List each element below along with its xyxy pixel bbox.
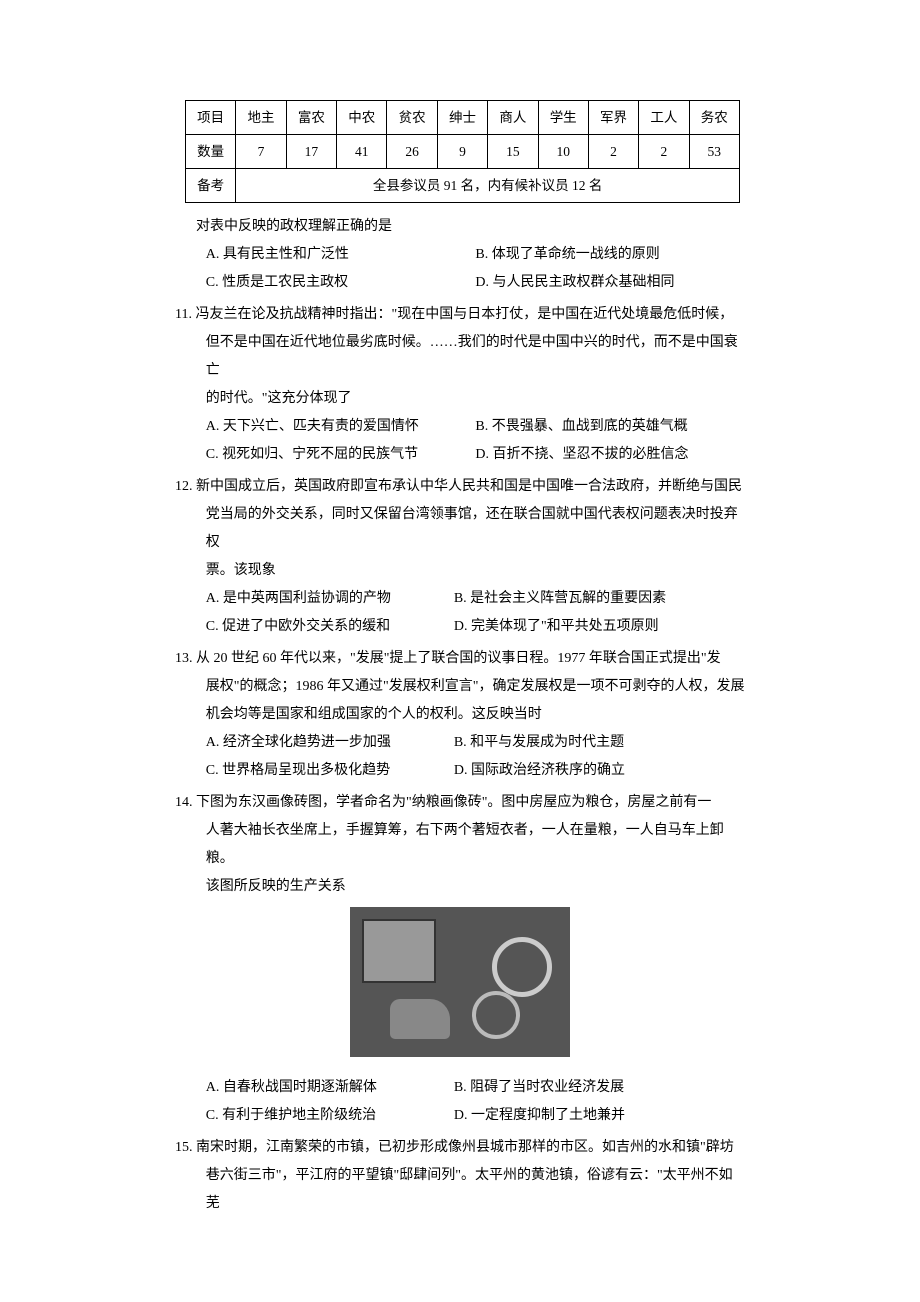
table-cell: 备考 <box>186 169 236 203</box>
table-cell: 项目 <box>186 101 236 135</box>
table-cell: 15 <box>488 135 538 169</box>
question-text: 该图所反映的生产关系 <box>175 873 745 901</box>
option-d: D. 完美体现了"和平共处五项原则 <box>454 613 745 641</box>
options-row: A. 自春秋战国时期逐渐解体 B. 阻碍了当时农业经济发展 <box>175 1074 745 1102</box>
options-row: A. 具有民主性和广泛性 B. 体现了革命统一战线的原则 <box>175 241 745 269</box>
option-a: A. 天下兴亡、匹夫有责的爱国情怀 <box>206 413 476 441</box>
table-cell: 9 <box>437 135 487 169</box>
option-c: C. 促进了中欧外交关系的缓和 <box>206 613 454 641</box>
question-text: 但不是中国在近代地位最劣底时候。……我们的时代是中国中兴的时代，而不是中国衰亡 <box>175 329 745 385</box>
table-cell: 全县参议员 91 名，内有候补议员 12 名 <box>236 169 740 203</box>
table-cell: 中农 <box>337 101 387 135</box>
table-cell: 10 <box>538 135 588 169</box>
question-text: 票。该现象 <box>175 557 745 585</box>
options-row: A. 是中英两国利益协调的产物 B. 是社会主义阵营瓦解的重要因素 <box>175 585 745 613</box>
option-b: B. 体现了革命统一战线的原则 <box>475 241 745 269</box>
question-text: 13. 从 20 世纪 60 年代以来，"发展"提上了联合国的议事日程。1977… <box>175 645 745 673</box>
options-row: C. 促进了中欧外交关系的缓和 D. 完美体现了"和平共处五项原则 <box>175 613 745 641</box>
question-text: 党当局的外交关系，同时又保留台湾领事馆，还在联合国就中国代表权问题表决时投弃权 <box>175 501 745 557</box>
table-cell: 7 <box>236 135 286 169</box>
table-cell: 商人 <box>488 101 538 135</box>
brick-image <box>350 907 570 1057</box>
table-cell: 41 <box>337 135 387 169</box>
data-table: 项目 地主 富农 中农 贫农 绅士 商人 学生 军界 工人 务农 数量 7 17… <box>185 100 740 203</box>
table-cell: 务农 <box>689 101 739 135</box>
table-cell: 学生 <box>538 101 588 135</box>
option-c: C. 有利于维护地主阶级统治 <box>206 1102 454 1130</box>
question-text: 15. 南宋时期，江南繁荣的市镇，已初步形成像州县城市那样的市区。如吉州的水和镇… <box>175 1134 745 1162</box>
option-c: C. 性质是工农民主政权 <box>206 269 476 297</box>
option-b: B. 是社会主义阵营瓦解的重要因素 <box>454 585 745 613</box>
table-cell: 17 <box>286 135 336 169</box>
option-d: D. 百折不挠、坚忍不拔的必胜信念 <box>475 441 745 469</box>
question-text: 展权"的概念；1986 年又通过"发展权利宣言"，确定发展权是一项不可剥夺的人权… <box>175 673 745 701</box>
options-row: A. 经济全球化趋势进一步加强 B. 和平与发展成为时代主题 <box>175 729 745 757</box>
question-text: 11. 冯友兰在论及抗战精神时指出："现在中国与日本打仗，是中国在近代处境最危低… <box>175 301 745 329</box>
option-a: A. 自春秋战国时期逐渐解体 <box>206 1074 454 1102</box>
option-b: B. 和平与发展成为时代主题 <box>454 729 745 757</box>
table-cell: 军界 <box>588 101 638 135</box>
question-text: 12. 新中国成立后，英国政府即宣布承认中华人民共和国是中国唯一合法政府，并断绝… <box>175 473 745 501</box>
options-row: C. 视死如归、宁死不屈的民族气节 D. 百折不挠、坚忍不拔的必胜信念 <box>175 441 745 469</box>
options-row: C. 性质是工农民主政权 D. 与人民民主政权群众基础相同 <box>175 269 745 297</box>
table-cell: 绅士 <box>437 101 487 135</box>
option-a: A. 具有民主性和广泛性 <box>206 241 476 269</box>
option-a: A. 经济全球化趋势进一步加强 <box>206 729 454 757</box>
table-cell: 26 <box>387 135 437 169</box>
table-cell: 数量 <box>186 135 236 169</box>
table-cell: 2 <box>588 135 638 169</box>
option-b: B. 阻碍了当时农业经济发展 <box>454 1074 745 1102</box>
table-cell: 贫农 <box>387 101 437 135</box>
question-stem: 对表中反映的政权理解正确的是 <box>175 213 745 241</box>
options-row: C. 世界格局呈现出多极化趋势 D. 国际政治经济秩序的确立 <box>175 757 745 785</box>
options-row: C. 有利于维护地主阶级统治 D. 一定程度抑制了土地兼并 <box>175 1102 745 1130</box>
option-d: D. 国际政治经济秩序的确立 <box>454 757 745 785</box>
question-text: 人著大袖长衣坐席上，手握算筹，右下两个著短衣者，一人在量粮，一人自马车上卸粮。 <box>175 817 745 873</box>
figure-container <box>175 907 745 1068</box>
option-c: C. 世界格局呈现出多极化趋势 <box>206 757 454 785</box>
options-row: A. 天下兴亡、匹夫有责的爱国情怀 B. 不畏强暴、血战到底的英雄气概 <box>175 413 745 441</box>
option-d: D. 一定程度抑制了土地兼并 <box>454 1102 745 1130</box>
option-a: A. 是中英两国利益协调的产物 <box>206 585 454 613</box>
question-text: 的时代。"这充分体现了 <box>175 385 745 413</box>
question-text: 巷六街三市"，平江府的平望镇"邸肆间列"。太平州的黄池镇，俗谚有云："太平州不如… <box>175 1162 745 1218</box>
table-row: 数量 7 17 41 26 9 15 10 2 2 53 <box>186 135 740 169</box>
table-row: 项目 地主 富农 中农 贫农 绅士 商人 学生 军界 工人 务农 <box>186 101 740 135</box>
table-cell: 富农 <box>286 101 336 135</box>
option-b: B. 不畏强暴、血战到底的英雄气概 <box>475 413 745 441</box>
question-text: 14. 下图为东汉画像砖图，学者命名为"纳粮画像砖"。图中房屋应为粮仓，房屋之前… <box>175 789 745 817</box>
table-cell: 53 <box>689 135 739 169</box>
table-cell: 2 <box>639 135 689 169</box>
option-c: C. 视死如归、宁死不屈的民族气节 <box>206 441 476 469</box>
table-cell: 地主 <box>236 101 286 135</box>
table-row: 备考 全县参议员 91 名，内有候补议员 12 名 <box>186 169 740 203</box>
option-d: D. 与人民民主政权群众基础相同 <box>475 269 745 297</box>
table-cell: 工人 <box>639 101 689 135</box>
question-text: 机会均等是国家和组成国家的个人的权利。这反映当时 <box>175 701 745 729</box>
